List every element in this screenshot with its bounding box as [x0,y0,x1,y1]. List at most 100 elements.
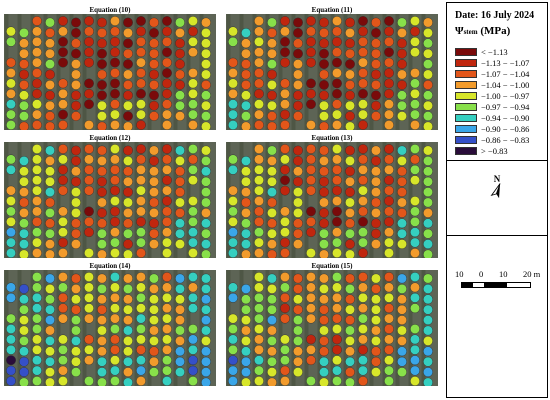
tree-crown [71,273,81,284]
tree-crown [58,272,68,282]
tree-crown [293,346,303,357]
tree-crown [397,228,407,239]
tree-crown [319,346,329,357]
tree-crown [19,346,29,357]
tree-crown [6,109,16,120]
tree-crown [397,176,407,187]
tree-crown [32,26,42,37]
tree-crown [71,367,81,378]
tree-crown [136,365,146,376]
tree-crown [254,344,264,355]
tree-crown [280,206,290,217]
tree-crown [306,334,316,345]
tree-crown [162,248,172,258]
ortho-map [4,14,216,130]
ortho-map [226,14,438,130]
tree-crown [241,80,251,90]
tree-crown [201,346,211,357]
tree-crown [149,315,159,325]
tree-crown [97,121,107,130]
divider [447,235,547,236]
tree-crown [71,176,81,187]
tree-crown [71,100,81,111]
tree-crown [45,69,55,80]
tree-crown [97,90,107,101]
tree-crown [188,272,198,282]
tree-crown [241,367,251,378]
tree-crown [345,176,355,187]
tree-crown [254,376,264,386]
tree-crown [32,237,42,248]
tree-crown [188,196,198,206]
tree-crown [345,336,355,346]
tree-crown [58,175,68,186]
tree-crown [19,249,29,258]
tree-crown [97,176,107,187]
tree-crown [306,175,316,186]
tree-crown [162,68,172,78]
tree-crown [371,100,381,111]
tree-crown [149,346,159,357]
tree-crown [123,17,133,28]
tree-crown [6,154,16,165]
tree-crown [58,185,68,196]
tree-crown [267,283,277,294]
tree-crown [345,228,355,239]
tree-crown [149,59,159,69]
tree-crown [384,344,394,355]
tree-crown [423,228,433,239]
tree-crown [410,282,420,293]
tree-crown [123,304,133,315]
tree-crown [410,154,420,165]
tree-crown [58,57,68,68]
tree-crown [19,90,29,101]
tree-crown [267,356,277,367]
tree-crown [45,228,55,239]
tree-crown [84,16,94,26]
legend-item: −1.13 − −1.07 [455,58,545,68]
tree-crown [175,48,185,59]
legend-item: < −1.13 [455,47,545,57]
tree-crown [358,154,368,165]
tree-crown [280,26,290,37]
tree-crown [423,17,433,28]
tree-crown [110,88,120,99]
tree-crown [371,197,381,208]
tree-crown [345,59,355,69]
tree-crown [149,197,159,208]
tree-crown [358,237,368,248]
tree-crown [280,154,290,165]
tree-crown [254,16,264,26]
tree-crown [332,248,342,258]
tree-crown [97,228,107,239]
tree-crown [19,100,29,111]
tree-crown [32,120,42,130]
tree-crown [293,69,303,80]
tree-crown [32,57,42,68]
tree-crown [45,38,55,49]
tree-crown [84,227,94,238]
tree-crown [254,313,264,324]
tree-crown [293,176,303,187]
tree-crown [201,80,211,90]
tree-crown [58,164,68,175]
tree-crown [280,365,290,376]
tree-crown [397,90,407,101]
tree-crown [97,283,107,294]
tree-crown [280,216,290,227]
tree-crown [149,273,159,284]
tree-crown [162,355,172,366]
tree-crown [110,206,120,217]
tree-crown [45,187,55,197]
tree-crown [136,88,146,99]
legend-item: −1.04 − −1.00 [455,80,545,90]
tree-crown [84,99,94,110]
tree-crown [358,206,368,217]
tree-crown [423,304,433,315]
tree-crown [6,99,16,110]
tree-crown [32,175,42,186]
tree-crown [332,196,342,206]
tree-crown [397,304,407,315]
tree-crown [332,334,342,345]
tree-crown [332,120,342,130]
